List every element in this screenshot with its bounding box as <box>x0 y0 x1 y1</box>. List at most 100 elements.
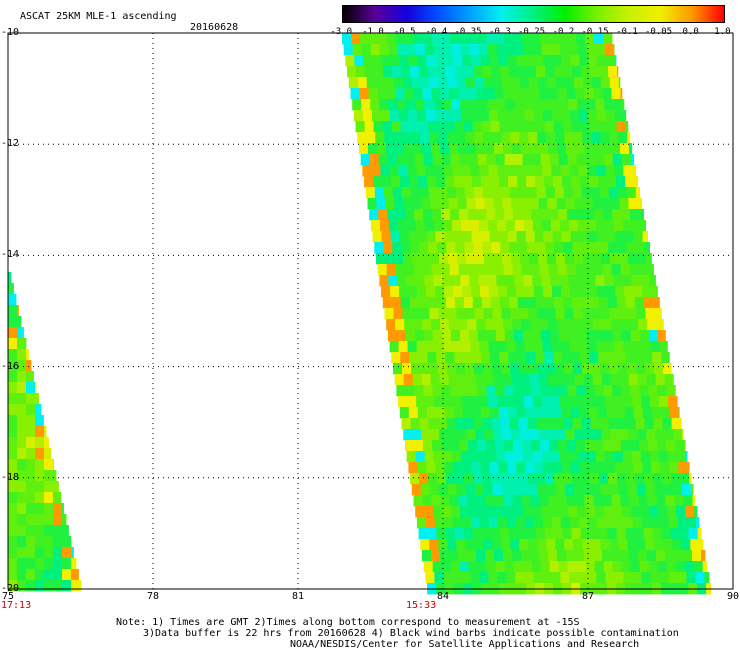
swath-cell <box>534 407 545 419</box>
swath-cell <box>392 242 402 254</box>
swath-cell <box>435 55 445 67</box>
swath-cell <box>625 121 629 133</box>
swath-cell <box>516 407 527 419</box>
swath-cell <box>695 517 700 529</box>
swath-cell <box>677 396 678 408</box>
swath-cell <box>623 517 634 529</box>
swath-cell <box>17 426 27 438</box>
swath-cell <box>408 407 419 419</box>
swath-cell <box>17 514 27 526</box>
swath-cell <box>496 220 507 232</box>
swath-cell <box>487 44 498 56</box>
swath-cell <box>26 393 36 405</box>
swath-cell <box>544 121 554 133</box>
swath-cell <box>44 558 54 570</box>
swath-cell <box>570 55 580 67</box>
swath-cell <box>485 143 495 155</box>
swath-cell <box>414 440 424 452</box>
swath-cell <box>429 132 439 144</box>
swath-cell <box>401 187 412 199</box>
swath-cell <box>591 539 601 551</box>
swath-cell <box>401 66 411 78</box>
swath-cell <box>524 110 535 122</box>
swath-cell <box>665 550 675 562</box>
swath-cell <box>450 330 461 342</box>
swath-cell <box>518 242 528 254</box>
swath-cell <box>518 418 528 430</box>
swath-cell <box>62 514 67 526</box>
colorbar-tick-label: -1.0 <box>362 27 384 37</box>
swath-cell <box>410 66 420 78</box>
swath-cell <box>499 528 509 540</box>
swath-cell <box>428 418 438 430</box>
swath-cell <box>585 440 595 452</box>
swath-cell <box>44 547 54 559</box>
swath-cell <box>574 374 585 386</box>
colorbar-tick-label: -0.35 <box>454 27 482 37</box>
swath-cell <box>395 319 405 331</box>
swath-cell <box>448 253 458 265</box>
swath-cell <box>590 242 600 254</box>
swath-cell <box>549 330 560 342</box>
swath-cell <box>8 305 18 317</box>
swath-cell <box>434 110 445 122</box>
swath-cell <box>441 330 452 342</box>
swath-cell <box>445 121 455 133</box>
swath-cell <box>612 440 622 452</box>
swath-cell <box>492 77 503 89</box>
swath-cell <box>533 572 543 584</box>
swath-cell <box>647 550 657 562</box>
swath-cell <box>624 286 634 298</box>
swath-cell <box>581 66 591 78</box>
swath-cell <box>597 462 607 474</box>
swath-cell <box>625 297 636 309</box>
swath-cell <box>540 209 550 221</box>
swath-cell <box>472 176 482 188</box>
swath-cell <box>605 517 616 529</box>
swath-cell <box>591 363 601 375</box>
swath-cell <box>497 165 507 177</box>
swath-cell <box>396 154 407 166</box>
swath-cell <box>502 198 512 210</box>
swath-cell <box>444 231 454 243</box>
swath-cell <box>566 88 576 100</box>
swath-cell <box>460 220 471 232</box>
swath-cell <box>639 385 649 397</box>
swath-cell <box>556 198 566 210</box>
swath-cell <box>403 374 414 386</box>
swath-cell <box>26 514 36 526</box>
swath-cell <box>536 187 547 199</box>
swath-cell <box>521 88 531 100</box>
swath-cell <box>427 352 437 364</box>
swath-cell <box>557 550 567 562</box>
swath-cell <box>664 374 674 386</box>
swath-cell <box>461 165 471 177</box>
swath-cell <box>535 176 545 188</box>
swath-cell <box>497 110 508 122</box>
swath-cell <box>417 462 427 474</box>
swath-cell <box>381 286 391 298</box>
swath-cell <box>480 55 490 67</box>
swath-cell <box>488 165 498 177</box>
swath-cell <box>674 550 684 562</box>
swath-cell <box>459 561 470 573</box>
swath-cell <box>510 484 521 496</box>
swath-cell <box>448 198 458 210</box>
swath-cell <box>664 429 674 441</box>
swath-cell <box>666 385 676 397</box>
swath-cell <box>557 143 567 155</box>
swath-cell <box>606 286 616 298</box>
swath-cell <box>53 459 54 471</box>
swath-cell <box>514 275 524 287</box>
swath-cell <box>490 352 500 364</box>
swath-cell <box>529 429 539 441</box>
swath-cell <box>398 165 408 177</box>
swath-cell <box>654 363 664 375</box>
swath-cell <box>555 363 565 375</box>
swath-cell <box>430 429 440 441</box>
swath-cell <box>438 77 449 89</box>
swath-cell <box>543 231 553 243</box>
swath-cell <box>506 110 517 122</box>
swath-cell <box>480 462 490 474</box>
swath-cell <box>503 319 513 331</box>
